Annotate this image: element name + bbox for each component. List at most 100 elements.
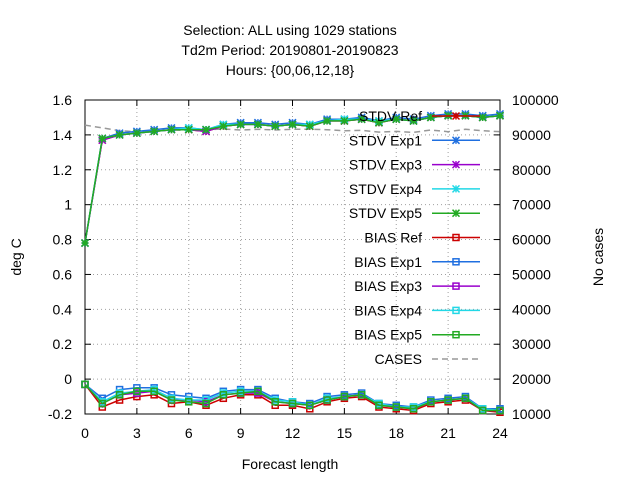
data-point-bias-exp5 (392, 403, 400, 411)
legend-label-bias-exp5: BIAS Exp5 (354, 327, 422, 343)
marker-stroke (236, 120, 245, 129)
marker-stroke (495, 111, 505, 120)
legend-marker-bias-exp5 (452, 330, 460, 339)
legend-marker-bias-exp3 (452, 282, 460, 290)
data-point-stdv-exp5 (184, 125, 193, 134)
legend-label-stdv-exp1: STDV Exp1 (349, 132, 422, 148)
marker-stroke (115, 130, 124, 139)
legend-label-stdv-ref: STDV Ref (359, 108, 422, 124)
data-point-bias-exp5 (288, 399, 297, 408)
data-point-bias-exp5 (496, 406, 504, 415)
data-point-bias-exp5 (271, 398, 279, 406)
data-point-stdv-exp5 (305, 122, 314, 131)
legend-label-stdv-exp3: STDV Exp3 (349, 157, 422, 173)
chart-title-line-2: Td2m Period: 20190801-20190823 (181, 42, 398, 58)
y2-tick-label: 10000 (512, 406, 551, 422)
data-point-bias-exp5 (340, 392, 349, 401)
data-point-bias-exp5 (185, 398, 193, 406)
legend-item-bias-exp1: BIAS Exp1 (354, 254, 480, 270)
data-point-stdv-exp5 (80, 239, 90, 248)
x-tick-label: 21 (440, 425, 456, 441)
data-point-stdv-exp5 (374, 118, 383, 127)
data-point-stdv-exp5 (253, 120, 262, 129)
marker-stroke (451, 160, 461, 169)
marker-stroke (451, 111, 461, 121)
legend-item-stdv-exp5: STDV Exp5 (349, 205, 480, 221)
data-point-stdv-exp5 (271, 122, 280, 131)
grid-lines (85, 100, 500, 414)
data-point-stdv-exp5 (340, 116, 349, 125)
data-point-stdv-exp5 (478, 113, 487, 122)
marker-stroke (323, 116, 332, 125)
data-point-bias-exp5 (254, 387, 262, 396)
legend-label-stdv-exp4: STDV Exp4 (349, 181, 422, 197)
data-point-stdv-exp5 (392, 115, 401, 124)
marker-stroke (357, 115, 366, 124)
marker-stroke (150, 127, 159, 136)
series-stdv-exp5 (80, 111, 505, 248)
y-tick-label: 1 (64, 197, 72, 213)
series-line-bias-exp5 (84, 383, 500, 412)
data-point-stdv-exp5 (323, 116, 332, 125)
marker-stroke (167, 125, 176, 134)
x-tick-label: 18 (388, 425, 404, 441)
series-layer (80, 109, 505, 417)
legend-marker-stdv-ref (451, 111, 461, 121)
marker-stroke (426, 113, 435, 122)
y2-tick-label: 60000 (512, 232, 551, 248)
legend-item-bias-exp4: BIAS Exp4 (354, 302, 480, 318)
legend-marker-bias-exp1 (452, 258, 460, 266)
data-point-stdv-exp5 (357, 115, 366, 124)
data-point-bias-exp5 (115, 391, 124, 399)
y-tick-label: 1.2 (53, 162, 73, 178)
legend-marker-stdv-exp5 (451, 209, 461, 218)
x-tick-label: 6 (185, 425, 193, 441)
y2-tick-label: 30000 (512, 336, 551, 352)
y-tick-label: 1.6 (53, 92, 73, 108)
series-bias-exp5 (81, 380, 504, 415)
y-tick-label: 0.8 (53, 232, 73, 248)
marker-stroke (184, 125, 193, 134)
x-tick-label: 24 (492, 425, 508, 441)
y2-tick-label: 20000 (512, 371, 551, 387)
marker-stroke (409, 116, 418, 125)
legend-label-bias-ref: BIAS Ref (364, 230, 422, 246)
legend-label-bias-exp1: BIAS Exp1 (354, 254, 422, 270)
legend-item-stdv-exp1: STDV Exp1 (349, 132, 480, 148)
chart-title-line-1: Selection: ALL using 1029 stations (183, 22, 397, 38)
legend-item-bias-exp3: BIAS Exp3 (354, 278, 480, 294)
x-tick-label: 9 (237, 425, 245, 441)
x-tick-label: 3 (133, 425, 141, 441)
legend-marker-stdv-exp4 (451, 184, 461, 193)
marker-stroke (305, 122, 314, 131)
x-axis-label: Forecast length (242, 456, 339, 472)
legend: STDV Ref STDV Exp1 STDV Exp3 STDV Exp4 STDV … (349, 108, 480, 367)
x-tick-label: 15 (337, 425, 353, 441)
data-point-stdv-exp5 (98, 134, 107, 143)
data-point-bias-exp5 (478, 406, 487, 415)
y-tick-label: 0.6 (53, 266, 73, 282)
tick-labels: 0 3 6 9 12 15 18 21 24 -0.2 0 0.2 0.4 0.6 0.8 1 1.2 1.4 1.… (48, 92, 559, 441)
legend-label-bias-exp3: BIAS Exp3 (354, 278, 422, 294)
y-tick-label: 0.2 (53, 336, 73, 352)
data-point-bias-exp5 (444, 396, 452, 404)
data-point-stdv-exp5 (219, 122, 228, 131)
y2-tick-label: 40000 (512, 301, 551, 317)
data-point-bias-exp5 (81, 380, 89, 389)
data-point-stdv-exp5 (132, 129, 141, 138)
legend-item-bias-exp5: BIAS Exp5 (354, 327, 480, 343)
data-point-stdv-exp5 (167, 125, 176, 134)
series-line-stdv-exp1 (84, 113, 501, 244)
legend-marker-stdv-exp3 (451, 160, 461, 169)
data-point-bias-exp5 (202, 399, 210, 408)
data-point-bias-exp5 (409, 405, 418, 413)
marker-stroke (340, 116, 349, 125)
y2-tick-label: 100000 (512, 92, 559, 108)
data-point-stdv-exp5 (150, 127, 159, 136)
data-point-bias-ref (115, 396, 124, 404)
y2-tick-label: 80000 (512, 162, 551, 178)
x-tick-label: 0 (81, 425, 89, 441)
y2-tick-label: 70000 (512, 197, 551, 213)
marker-stroke (451, 209, 461, 218)
